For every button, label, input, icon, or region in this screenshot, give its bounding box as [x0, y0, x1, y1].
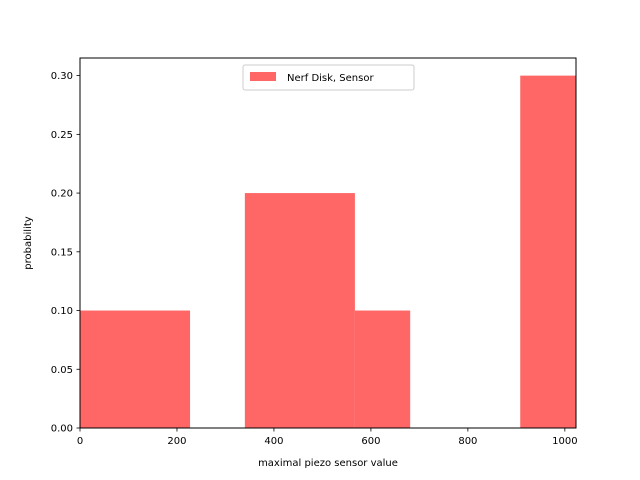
y-tick-label: 0.30 — [51, 71, 73, 82]
y-tick-label: 0.10 — [51, 306, 73, 317]
x-tick-label: 200 — [167, 436, 186, 447]
bars-group — [80, 75, 576, 428]
y-axis-ticks: 0.00 0.05 0.10 0.15 0.20 0.25 0.30 — [51, 71, 80, 435]
histogram-bar — [354, 310, 411, 428]
y-tick-label: 0.20 — [51, 189, 73, 200]
legend-swatch — [250, 72, 276, 81]
x-tick-label: 800 — [458, 436, 477, 447]
y-tick-label: 0.15 — [51, 247, 73, 258]
histogram-bar — [80, 310, 191, 428]
legend: Nerf Disk, Sensor — [242, 64, 415, 91]
x-axis-label: maximal piezo sensor value — [258, 458, 398, 469]
legend-box — [242, 64, 415, 91]
x-tick-label: 600 — [361, 436, 380, 447]
histogram-bar — [520, 75, 576, 428]
plot-frame — [79, 57, 577, 429]
x-tick-label: 400 — [264, 436, 283, 447]
y-tick-label: 0.25 — [51, 130, 73, 141]
x-axis-ticks: 0 200 400 600 800 1000 — [77, 428, 578, 447]
y-tick-label: 0.05 — [51, 365, 73, 376]
histogram-bar — [244, 193, 355, 428]
y-tick-label: 0.00 — [51, 424, 73, 435]
x-tick-label: 0 — [77, 436, 83, 447]
y-axis-label: probability — [23, 216, 34, 269]
x-tick-label: 1000 — [552, 436, 577, 447]
legend-label: Nerf Disk, Sensor — [287, 73, 374, 84]
